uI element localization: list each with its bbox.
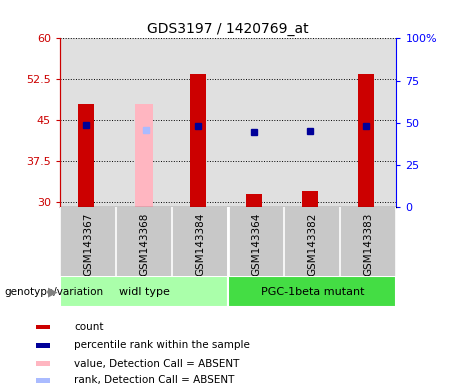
Text: GSM143367: GSM143367 (83, 212, 93, 276)
Text: GSM143384: GSM143384 (195, 212, 205, 276)
Bar (135, 104, 154, 207)
Bar (302, 191, 318, 207)
Text: GSM143368: GSM143368 (139, 212, 149, 276)
Text: percentile rank within the sample: percentile rank within the sample (74, 340, 250, 350)
Text: PGC-1beta mutant: PGC-1beta mutant (260, 287, 364, 297)
Bar (60, 276, 228, 307)
Bar (78, 104, 94, 207)
Title: GDS3197 / 1420769_at: GDS3197 / 1420769_at (148, 22, 309, 36)
Text: widl type: widl type (118, 287, 170, 297)
Text: ▶: ▶ (48, 285, 58, 298)
Text: value, Detection Call = ABSENT: value, Detection Call = ABSENT (74, 359, 239, 369)
Bar (246, 194, 262, 207)
Bar (190, 74, 206, 207)
FancyBboxPatch shape (36, 361, 50, 366)
Text: genotype/variation: genotype/variation (5, 287, 104, 297)
FancyBboxPatch shape (36, 343, 50, 348)
Bar (358, 74, 374, 207)
Bar (228, 276, 396, 307)
Text: count: count (74, 322, 103, 332)
FancyBboxPatch shape (36, 325, 50, 329)
Text: GSM143364: GSM143364 (251, 212, 261, 276)
Text: GSM143382: GSM143382 (307, 212, 317, 276)
Text: rank, Detection Call = ABSENT: rank, Detection Call = ABSENT (74, 375, 234, 384)
FancyBboxPatch shape (36, 378, 50, 382)
Text: GSM143383: GSM143383 (363, 212, 373, 276)
